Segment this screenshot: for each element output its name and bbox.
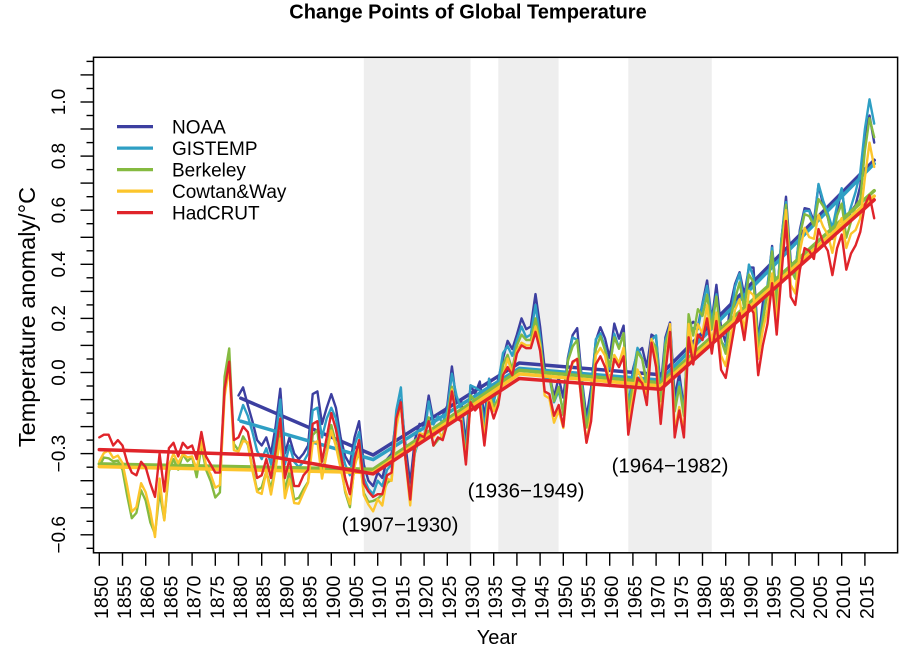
svg-text:0.8: 0.8	[49, 143, 70, 169]
svg-text:Berkeley: Berkeley	[172, 160, 246, 181]
svg-text:1960: 1960	[601, 575, 623, 619]
svg-text:1985: 1985	[717, 575, 739, 619]
svg-text:1895: 1895	[300, 575, 322, 619]
svg-text:2005: 2005	[810, 575, 832, 619]
svg-text:0.0: 0.0	[49, 359, 70, 385]
svg-text:0.6: 0.6	[49, 197, 70, 223]
svg-text:(1936−1949): (1936−1949)	[468, 480, 585, 503]
svg-text:1905: 1905	[346, 575, 368, 619]
svg-text:1925: 1925	[439, 575, 461, 619]
svg-text:0.4: 0.4	[49, 251, 70, 278]
svg-text:Temperature anomaly/°C: Temperature anomaly/°C	[14, 187, 40, 447]
svg-text:GISTEMP: GISTEMP	[172, 139, 258, 160]
svg-text:NOAA: NOAA	[172, 117, 226, 138]
svg-text:1855: 1855	[114, 575, 136, 619]
svg-text:0.2: 0.2	[49, 305, 70, 331]
svg-text:1975: 1975	[671, 575, 693, 619]
svg-text:1910: 1910	[369, 575, 391, 619]
svg-text:1885: 1885	[253, 575, 275, 619]
svg-text:1930: 1930	[462, 575, 484, 619]
svg-text:2000: 2000	[787, 575, 809, 619]
svg-text:1935: 1935	[485, 575, 507, 619]
svg-text:1865: 1865	[160, 575, 182, 619]
svg-text:HadCRUT: HadCRUT	[172, 203, 260, 224]
svg-text:Cowtan&Way: Cowtan&Way	[172, 182, 287, 203]
svg-text:1870: 1870	[184, 575, 206, 619]
svg-text:Change Points of Global Temper: Change Points of Global Temperature	[289, 2, 646, 24]
svg-text:1860: 1860	[137, 575, 159, 619]
svg-text:(1964−1982): (1964−1982)	[612, 455, 729, 478]
svg-text:1965: 1965	[624, 575, 646, 619]
svg-text:2015: 2015	[856, 575, 878, 619]
svg-text:1945: 1945	[532, 575, 554, 619]
svg-text:2010: 2010	[833, 575, 855, 619]
svg-text:1970: 1970	[648, 575, 670, 619]
svg-text:1915: 1915	[392, 575, 414, 619]
svg-text:1990: 1990	[740, 575, 762, 619]
svg-text:Year: Year	[477, 627, 518, 646]
svg-text:(1907−1930): (1907−1930)	[342, 514, 459, 537]
svg-text:1890: 1890	[276, 575, 298, 619]
svg-text:1980: 1980	[694, 575, 716, 619]
svg-text:−0.6: −0.6	[49, 516, 70, 554]
svg-text:−0.3: −0.3	[49, 435, 70, 473]
svg-text:1950: 1950	[555, 575, 577, 619]
svg-text:1880: 1880	[230, 575, 252, 619]
svg-text:1955: 1955	[578, 575, 600, 619]
svg-text:1.0: 1.0	[49, 89, 70, 115]
svg-text:1900: 1900	[323, 575, 345, 619]
svg-text:1920: 1920	[416, 575, 438, 619]
svg-text:1875: 1875	[207, 575, 229, 619]
svg-text:1995: 1995	[764, 575, 786, 619]
svg-text:1940: 1940	[508, 575, 530, 619]
svg-text:1850: 1850	[91, 575, 113, 619]
